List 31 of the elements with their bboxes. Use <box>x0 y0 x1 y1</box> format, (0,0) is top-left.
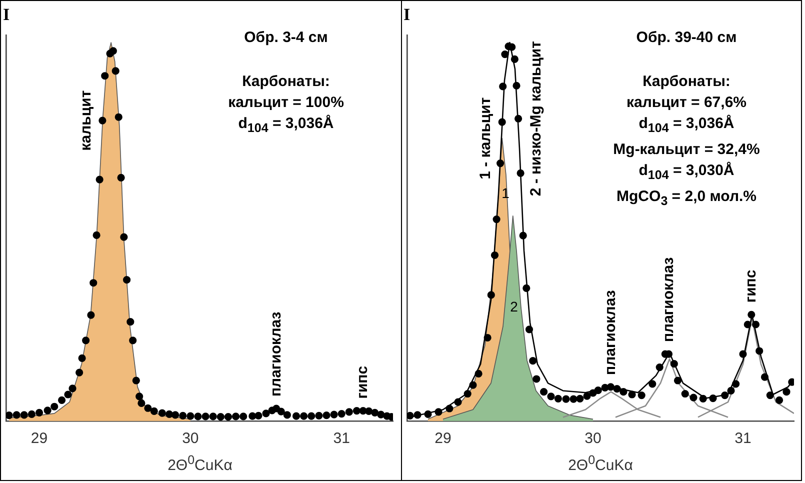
x-axis-title: 2Θ$^{0}$CuKα <box>567 453 634 474</box>
annotation: Карбонаты: <box>642 72 732 92</box>
x-tick-label: 29 <box>434 430 451 448</box>
x-tick-label: 30 <box>182 430 199 448</box>
annotation: кальцит = 67,6% <box>625 93 748 113</box>
annotation: 2 <box>510 298 518 314</box>
annotation: MgCO$_{3}$ = 2,0 мол.% <box>616 187 758 210</box>
annotation: d$_{104}$ = 3,036Å <box>237 114 335 137</box>
annotation: плагиоклаз <box>659 257 676 342</box>
annotation: d$_{104}$ = 3,036Å <box>638 114 736 137</box>
annotation: гипс <box>742 270 760 303</box>
annotation: кальцит <box>78 90 95 151</box>
chart-title: Обр. 3-4 см <box>243 29 329 46</box>
x-tick-label: 29 <box>30 430 48 448</box>
x-tick-label: 30 <box>584 430 601 448</box>
x-tick-label: 31 <box>734 430 751 448</box>
x-tick-label: 31 <box>333 430 350 448</box>
annotation: d$_{104}$ = 3,030Å <box>638 160 736 184</box>
annotation: кальцит = 100% <box>227 93 345 113</box>
y-axis-title: I <box>3 5 10 25</box>
chart-title: Обр. 39-40 см <box>635 29 738 46</box>
annotation: гипс <box>354 366 372 399</box>
x-axis-title: 2Θ$^{0}$CuKα <box>166 453 234 474</box>
annotation: Mg-кальцит = 32,4% <box>612 140 761 160</box>
annotation: 1 <box>501 184 510 201</box>
y-axis-title: I <box>404 5 410 25</box>
annotation: 1 - кальцит <box>476 97 494 180</box>
annotation: плагиоклаз <box>267 312 284 397</box>
annotation: Карбонаты: <box>241 72 331 92</box>
annotation: 2 - низко-Mg кальцит <box>526 41 544 196</box>
annotation: плагиоклаз <box>601 290 618 375</box>
